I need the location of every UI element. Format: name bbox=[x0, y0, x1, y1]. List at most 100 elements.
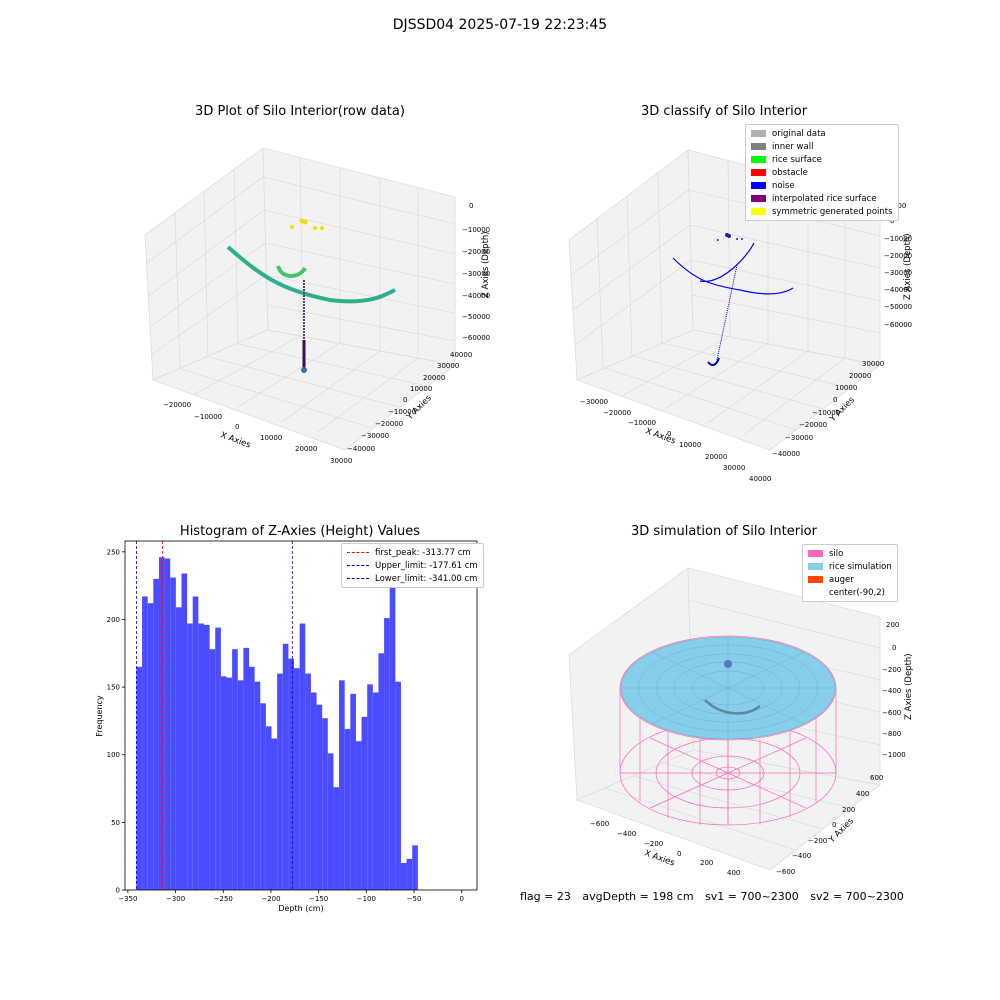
histogram-bar bbox=[299, 623, 306, 890]
classify-xtick: 40000 bbox=[749, 475, 771, 483]
legend-line bbox=[347, 578, 369, 579]
histogram-bar bbox=[237, 680, 244, 890]
legend-label: inner wall bbox=[772, 141, 814, 152]
legend-label: rice simulation bbox=[829, 561, 892, 572]
classify-ztick: −10000 bbox=[884, 235, 912, 243]
status-footer: flag = 23 avgDepth = 198 cm sv1 = 700~23… bbox=[520, 890, 912, 903]
histogram-bar bbox=[232, 649, 238, 890]
classify-ytick: −10000 bbox=[812, 409, 840, 417]
legend-label: noise bbox=[772, 180, 795, 191]
legend-entry: Upper_limit: -177.61 cm bbox=[347, 559, 478, 572]
histogram-bar bbox=[209, 649, 216, 890]
simulation-plot-title: 3D simulation of Silo Interior bbox=[631, 524, 817, 539]
sim-ztick: 200 bbox=[886, 621, 899, 629]
raw-ytick: 30000 bbox=[437, 362, 459, 370]
sim-ytick: −400 bbox=[792, 852, 811, 860]
histogram-bar bbox=[192, 596, 199, 890]
histogram-bar bbox=[265, 726, 272, 890]
legend-label: original data bbox=[772, 128, 826, 139]
classify-xtick: 20000 bbox=[705, 453, 727, 461]
histogram-bar bbox=[187, 623, 193, 890]
raw-ztick: −50000 bbox=[462, 313, 490, 321]
histogram-ytick-label: 250 bbox=[107, 548, 120, 556]
histogram-bar bbox=[277, 673, 283, 890]
histogram-bar bbox=[136, 666, 143, 890]
raw-ytick: 0 bbox=[403, 396, 407, 404]
figure-title: DJSSD04 2025-07-19 22:23:45 bbox=[392, 17, 608, 33]
raw-ytick: −40000 bbox=[347, 445, 375, 453]
legend-swatch bbox=[751, 182, 766, 189]
histogram-bar bbox=[400, 862, 407, 890]
histogram-xtick-label: −100 bbox=[357, 895, 376, 903]
sv2-value: sv2 = 700~2300 bbox=[810, 890, 904, 903]
raw-xtick: 20000 bbox=[295, 445, 317, 453]
histogram-bar bbox=[367, 684, 373, 890]
histogram-ylabel: Frequency bbox=[95, 695, 104, 737]
classify-xtick: −20000 bbox=[603, 409, 631, 417]
legend-swatch bbox=[751, 156, 766, 163]
histogram-bar bbox=[294, 668, 300, 890]
sim-xtick: −600 bbox=[590, 820, 609, 828]
histogram-xtick-label: −350 bbox=[118, 895, 137, 903]
simulation-legend: silo rice simulation auger center(-90,2) bbox=[802, 544, 898, 602]
histogram-bar bbox=[220, 676, 227, 890]
classify-ztick: −30000 bbox=[884, 269, 912, 277]
histogram-bar bbox=[249, 666, 255, 890]
classify-xtick: 30000 bbox=[723, 464, 745, 472]
histogram-bar bbox=[412, 845, 418, 890]
raw-ytick: −30000 bbox=[361, 432, 389, 440]
sv1-value: sv1 = 700~2300 bbox=[705, 890, 799, 903]
legend-swatch bbox=[751, 195, 766, 202]
histogram-title: Histogram of Z-Axies (Height) Values bbox=[179, 524, 421, 539]
sim-ytick: 600 bbox=[870, 774, 883, 782]
histogram-bar bbox=[215, 627, 221, 890]
histogram-bar bbox=[243, 647, 250, 890]
histogram-bar bbox=[333, 787, 340, 890]
legend-label: center(-90,2) bbox=[829, 587, 885, 598]
classify-ytick: −40000 bbox=[772, 450, 800, 458]
histogram-bar bbox=[164, 558, 171, 890]
legend-entry: auger bbox=[808, 573, 892, 586]
classify-ztick: −50000 bbox=[884, 303, 912, 311]
classify-xtick: 0 bbox=[667, 430, 671, 438]
raw-xtick: 0 bbox=[235, 423, 239, 431]
sim-ztick: −600 bbox=[882, 709, 901, 717]
histogram-bar bbox=[372, 692, 379, 890]
sim-zlabel: Z Axies (Depth) bbox=[904, 653, 914, 720]
histogram-bar bbox=[316, 704, 323, 890]
raw-ytick: 40000 bbox=[450, 351, 472, 359]
legend-label: interpolated rice surface bbox=[772, 193, 877, 204]
classify-ytick: 20000 bbox=[849, 372, 871, 380]
legend-entry: obstacle bbox=[751, 166, 893, 179]
legend-entry: first_peak: -313.77 cm bbox=[347, 546, 478, 559]
legend-label: silo bbox=[829, 548, 844, 559]
legend-label: rice surface bbox=[772, 154, 822, 165]
legend-entry: original data bbox=[751, 127, 893, 140]
histogram-ytick-label: 200 bbox=[107, 616, 120, 624]
histogram-ytick-label: 100 bbox=[107, 751, 120, 759]
legend-line bbox=[347, 565, 369, 566]
classify-ytick: 30000 bbox=[862, 360, 884, 368]
legend-label: auger bbox=[829, 574, 854, 585]
histogram-bar bbox=[181, 573, 188, 890]
raw-ztick: −10000 bbox=[462, 226, 490, 234]
legend-label: Upper_limit: -177.61 cm bbox=[375, 560, 478, 571]
histogram-bar bbox=[310, 692, 317, 890]
histogram-bar bbox=[389, 562, 396, 890]
histogram-bar bbox=[322, 718, 328, 890]
classify-ztick: −40000 bbox=[884, 286, 912, 294]
legend-entry: rice surface bbox=[751, 153, 893, 166]
histogram-bar bbox=[288, 658, 295, 890]
legend-entry: symmetric generated points bbox=[751, 205, 893, 218]
legend-entry: Lower_limit: -341.00 cm bbox=[347, 572, 478, 585]
avg-depth-value: avgDepth = 198 cm bbox=[582, 890, 694, 903]
classify-plot-title: 3D classify of Silo Interior bbox=[640, 104, 808, 119]
histogram-xtick-label: −300 bbox=[166, 895, 185, 903]
flag-value: flag = 23 bbox=[520, 890, 571, 903]
legend-entry: noise bbox=[751, 179, 893, 192]
sim-ztick: −200 bbox=[882, 666, 901, 674]
sim-ytick: −200 bbox=[808, 837, 827, 845]
histogram-bar bbox=[406, 858, 413, 890]
